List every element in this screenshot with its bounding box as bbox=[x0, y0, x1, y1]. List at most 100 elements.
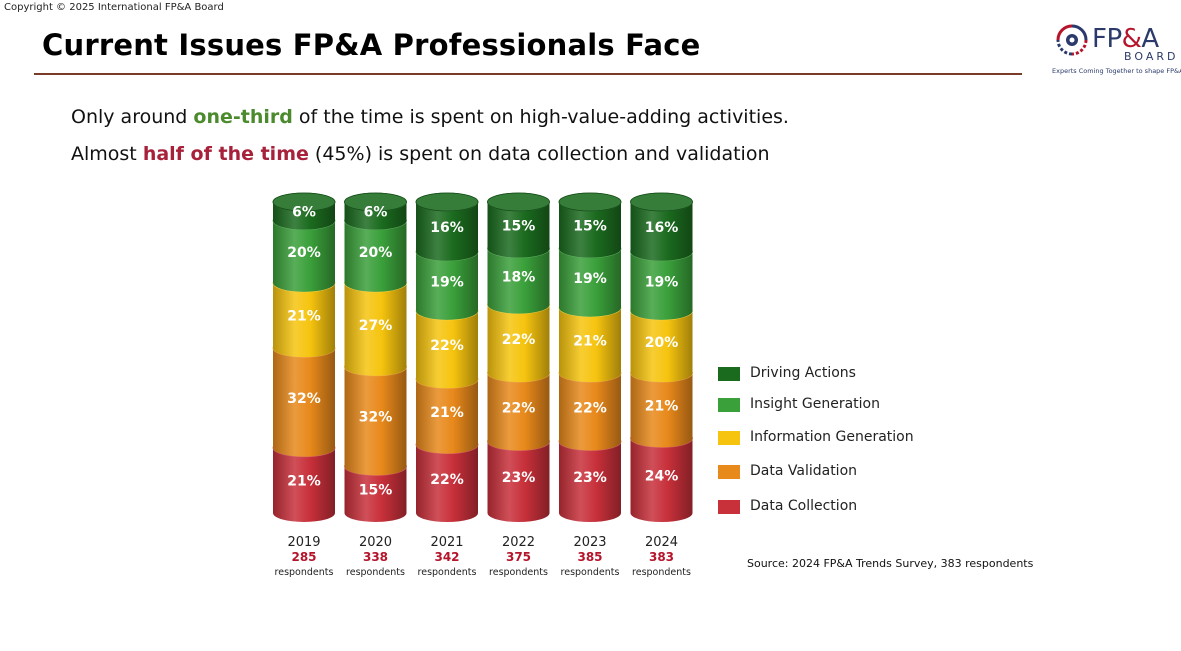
headline1-pre: Only around bbox=[71, 106, 194, 128]
bar-segment-driving-actions-2021 bbox=[416, 202, 478, 261]
respondent-count: 285 bbox=[291, 550, 316, 564]
logo-amp: & bbox=[1121, 24, 1142, 54]
respondent-count: 385 bbox=[577, 550, 602, 564]
source-note: Source: 2024 FP&A Trends Survey, 383 res… bbox=[747, 557, 1034, 570]
respondents-label: respondents bbox=[489, 567, 548, 578]
data-label: 21% bbox=[573, 333, 607, 349]
headline-half-time: Almost half of the time (45%) is spent o… bbox=[71, 143, 770, 165]
bar-segment-insight-generation-2024 bbox=[630, 251, 693, 320]
x-tick-label: 2023 bbox=[573, 535, 606, 550]
legend-swatch bbox=[718, 398, 740, 412]
data-label: 22% bbox=[573, 400, 607, 416]
cylinder-cap-2020 bbox=[344, 192, 407, 212]
data-label: 22% bbox=[430, 338, 464, 354]
data-label: 16% bbox=[430, 220, 464, 236]
cylinder-cap-2019 bbox=[272, 192, 336, 212]
data-label: 23% bbox=[573, 470, 607, 486]
logo-tagline: Experts Coming Together to shape FP&A Fu… bbox=[1052, 67, 1181, 75]
bar-segment-data-collection-2020 bbox=[344, 466, 407, 522]
respondents-label: respondents bbox=[275, 567, 334, 578]
bar-segment-data-validation-2021 bbox=[416, 379, 478, 454]
data-label: 24% bbox=[645, 469, 679, 485]
bar-segment-data-collection-2021 bbox=[416, 444, 478, 522]
data-label: 6% bbox=[292, 204, 316, 220]
bar-segment-information-generation-2020 bbox=[344, 282, 407, 376]
x-tick-label: 2021 bbox=[430, 535, 463, 550]
bar-segment-data-validation-2022 bbox=[487, 373, 550, 451]
legend-swatch bbox=[718, 465, 740, 479]
fpa-board-logo: FP&A BOARD Experts Coming Together to sh… bbox=[1052, 16, 1181, 78]
legend-label: Data Validation bbox=[750, 463, 858, 479]
bar-segment-insight-generation-2019 bbox=[273, 220, 335, 292]
logo-a: A bbox=[1141, 24, 1159, 54]
headline2-pre: Almost bbox=[71, 143, 143, 165]
respondents-label: respondents bbox=[632, 567, 691, 578]
bar-segment-information-generation-2022 bbox=[487, 304, 550, 383]
cylinder-cap-2024 bbox=[630, 192, 693, 212]
logo-board-text: BOARD bbox=[1124, 50, 1179, 63]
data-label: 32% bbox=[359, 410, 393, 426]
bar-segment-information-generation-2021 bbox=[416, 310, 478, 389]
logo-wordmark: FP&A bbox=[1092, 24, 1159, 54]
data-label: 23% bbox=[502, 470, 536, 486]
bar-segment-driving-actions-2024 bbox=[630, 202, 693, 261]
cylinder-cap-2021 bbox=[415, 192, 479, 212]
bar-segment-data-validation-2023 bbox=[559, 373, 621, 451]
x-tick-label: 2022 bbox=[502, 535, 535, 550]
bar-segment-information-generation-2024 bbox=[630, 310, 693, 383]
bar-segment-data-collection-2023 bbox=[559, 441, 621, 522]
data-label: 16% bbox=[645, 220, 679, 236]
data-label: 15% bbox=[573, 218, 607, 234]
legend-label: Driving Actions bbox=[750, 365, 856, 381]
bar-segment-information-generation-2023 bbox=[559, 307, 621, 383]
x-tick-label: 2019 bbox=[287, 535, 320, 550]
legend-swatch bbox=[718, 367, 740, 381]
respondent-count: 338 bbox=[363, 550, 388, 564]
data-label: 20% bbox=[359, 245, 393, 261]
bar-segment-insight-generation-2021 bbox=[416, 251, 478, 320]
x-tick-label: 2024 bbox=[645, 535, 678, 550]
data-label: 19% bbox=[573, 271, 607, 287]
data-label: 22% bbox=[502, 400, 536, 416]
bar-segment-data-collection-2024 bbox=[630, 438, 693, 522]
respondent-count: 375 bbox=[506, 550, 531, 564]
logo-globe-icon bbox=[1056, 24, 1088, 56]
bar-segment-data-validation-2019 bbox=[273, 348, 335, 457]
data-label: 21% bbox=[287, 473, 321, 489]
data-label: 32% bbox=[287, 391, 321, 407]
respondents-label: respondents bbox=[418, 567, 477, 578]
data-label: 27% bbox=[359, 318, 393, 334]
data-label: 22% bbox=[430, 472, 464, 488]
page-title: Current Issues FP&A Professionals Face bbox=[42, 28, 701, 62]
data-label: 19% bbox=[430, 274, 464, 290]
data-label: 21% bbox=[430, 405, 464, 421]
data-label: 15% bbox=[359, 483, 393, 499]
bar-segment-driving-actions-2022 bbox=[487, 202, 550, 258]
data-label: 22% bbox=[502, 332, 536, 348]
headline2-post: (45%) is spent on data collection and va… bbox=[308, 143, 770, 165]
bar-segment-insight-generation-2023 bbox=[559, 248, 621, 317]
data-label: 19% bbox=[645, 274, 679, 290]
data-label: 21% bbox=[287, 309, 321, 325]
x-tick-label: 2020 bbox=[359, 535, 392, 550]
bar-segment-data-collection-2022 bbox=[487, 441, 550, 522]
bar-segment-data-collection-2019 bbox=[273, 447, 335, 522]
data-label: 18% bbox=[502, 270, 536, 286]
logo-fp: FP bbox=[1092, 24, 1122, 54]
bar-segment-data-validation-2024 bbox=[630, 373, 693, 448]
copyright-notice: Copyright © 2025 International FP&A Boar… bbox=[4, 2, 224, 13]
bar-segment-insight-generation-2020 bbox=[344, 220, 407, 292]
data-label: 6% bbox=[364, 204, 388, 220]
cylinder-cap-2023 bbox=[558, 192, 622, 212]
data-label: 21% bbox=[645, 399, 679, 415]
data-label: 15% bbox=[502, 218, 536, 234]
legend-swatch bbox=[718, 431, 740, 445]
legend-label: Insight Generation bbox=[750, 396, 880, 412]
bar-segment-information-generation-2019 bbox=[273, 282, 335, 358]
